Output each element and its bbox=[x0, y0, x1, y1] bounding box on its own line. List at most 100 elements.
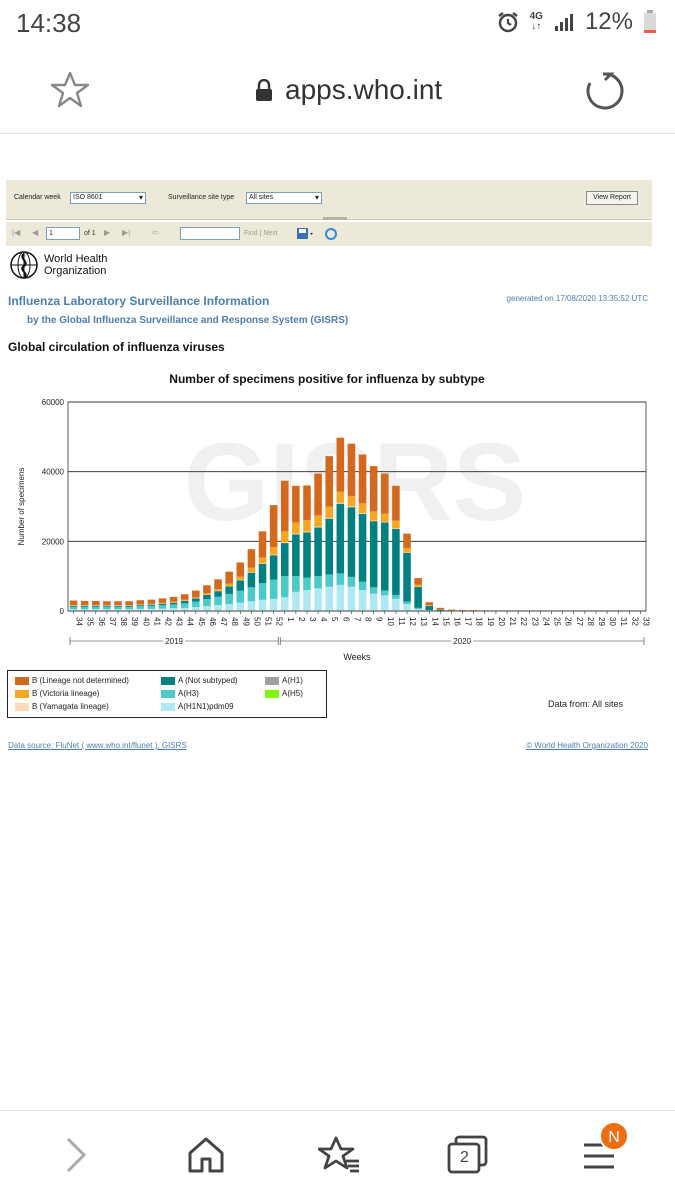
bar-segment bbox=[414, 578, 422, 585]
x-tick-label: 14 bbox=[430, 617, 439, 626]
bar-segment bbox=[269, 598, 278, 611]
bookmarks-icon[interactable] bbox=[318, 1135, 360, 1175]
bar-segment bbox=[158, 608, 167, 611]
bar-segment bbox=[180, 594, 189, 600]
legend-item: A(H5) bbox=[265, 689, 303, 698]
legend-item: A (Not subtyped) bbox=[161, 676, 238, 685]
lock-icon bbox=[256, 79, 272, 101]
bar-segment bbox=[325, 586, 333, 611]
reload-icon[interactable] bbox=[584, 70, 626, 112]
legend-label: B (Lineage not determined) bbox=[32, 676, 129, 685]
x-tick-label: 10 bbox=[386, 617, 395, 626]
x-tick-label: 35 bbox=[86, 617, 95, 626]
legend-swatch bbox=[265, 676, 279, 685]
browser-bottom-nav: 2 bbox=[0, 1110, 675, 1200]
back-to-parent-icon[interactable]: ⇦ bbox=[152, 228, 159, 237]
bar-segment bbox=[214, 579, 222, 590]
x-tick-label: 3 bbox=[308, 617, 317, 622]
page-number-input[interactable]: 1 bbox=[46, 227, 80, 240]
bar-segment bbox=[136, 608, 145, 611]
legend-item: B (Yamagata lineage) bbox=[15, 702, 109, 711]
bar-segment bbox=[247, 549, 256, 568]
bar-segment bbox=[69, 605, 78, 607]
legend-item: A(H3) bbox=[161, 689, 199, 698]
calendar-week-value: ISO 8601 bbox=[73, 194, 103, 201]
bar-segment bbox=[336, 503, 345, 574]
bar-segment bbox=[114, 606, 122, 610]
y-tick-label: 20000 bbox=[42, 537, 65, 546]
bookmark-star-icon[interactable] bbox=[50, 70, 90, 110]
bar-segment bbox=[158, 603, 167, 606]
calendar-week-select[interactable]: ISO 8601 bbox=[70, 192, 146, 204]
bar-segment bbox=[336, 437, 345, 492]
tabs-icon[interactable] bbox=[446, 1135, 490, 1175]
address-bar: apps.who.int bbox=[0, 48, 675, 134]
legend-swatch bbox=[161, 689, 175, 698]
tab-count: 2 bbox=[460, 1149, 469, 1166]
bar-segment bbox=[325, 517, 333, 519]
bar-segment bbox=[280, 543, 289, 577]
export-icon[interactable] bbox=[296, 227, 314, 241]
bar-segment bbox=[269, 554, 278, 556]
prev-page-icon[interactable]: ◀ bbox=[32, 228, 39, 237]
site-type-select[interactable]: All sites bbox=[246, 192, 322, 204]
bar-segment bbox=[247, 601, 256, 611]
bar-segment bbox=[169, 596, 178, 602]
bar-segment bbox=[336, 584, 345, 611]
bar-segment bbox=[192, 601, 200, 608]
legend-label: B (Yamagata lineage) bbox=[32, 702, 109, 711]
bar-segment bbox=[358, 503, 367, 514]
refresh-report-icon[interactable] bbox=[324, 227, 338, 241]
bar-segment bbox=[180, 603, 189, 608]
forward-icon[interactable] bbox=[62, 1135, 90, 1175]
generated-timestamp: generated on 17/08/2020 13:35:52 UTC bbox=[506, 294, 648, 303]
bar-segment bbox=[303, 590, 311, 611]
view-report-button[interactable]: View Report bbox=[585, 191, 638, 205]
bar-segment bbox=[236, 576, 245, 580]
bar-segment bbox=[269, 505, 278, 547]
bar-segment bbox=[392, 528, 400, 529]
data-source-link[interactable]: Data source: FluNet ( www.who.int/flunet… bbox=[8, 741, 187, 750]
bar-segment bbox=[303, 531, 311, 533]
find-text-input[interactable] bbox=[180, 227, 240, 240]
bar-segment bbox=[236, 602, 245, 611]
bar-segment bbox=[258, 583, 267, 600]
toolbar-collapse-handle[interactable] bbox=[323, 217, 347, 220]
bar-segment bbox=[225, 604, 233, 611]
bar-segment bbox=[136, 600, 145, 605]
bar-segment bbox=[247, 587, 256, 602]
bar-segment bbox=[269, 546, 278, 555]
bar-segment bbox=[258, 531, 267, 558]
last-page-icon[interactable]: ▶| bbox=[122, 228, 131, 237]
x-tick-label: 26 bbox=[564, 617, 573, 626]
status-icons: 4G ↓↑ 12% bbox=[496, 8, 657, 36]
x-tick-label: 9 bbox=[375, 617, 384, 622]
bar-segment bbox=[158, 605, 167, 609]
legend-item: A(H1N1)pdm09 bbox=[161, 702, 234, 711]
x-tick-label: 6 bbox=[341, 617, 350, 622]
bar-segment bbox=[269, 579, 278, 599]
url-field[interactable]: apps.who.int bbox=[255, 74, 442, 106]
bar-segment bbox=[147, 608, 156, 611]
data-from-note: Data from: All sites bbox=[548, 699, 624, 709]
x-tick-label: 43 bbox=[175, 617, 184, 626]
bar-segment bbox=[436, 609, 445, 611]
bar-segment bbox=[103, 605, 111, 606]
bar-segment bbox=[369, 466, 378, 512]
home-icon[interactable] bbox=[186, 1135, 226, 1175]
influenza-subtype-chart: GISRS Number of specimens positive for i… bbox=[17, 372, 650, 662]
bar-segment bbox=[192, 607, 200, 611]
first-page-icon[interactable]: |◀ bbox=[12, 228, 21, 237]
signal-icon bbox=[554, 14, 573, 31]
next-page-icon[interactable]: ▶ bbox=[104, 228, 111, 237]
x-tick-label: 1 bbox=[286, 617, 295, 622]
find-next-link[interactable]: Find | Next bbox=[244, 230, 278, 237]
bar-segment bbox=[347, 506, 356, 508]
legend-swatch bbox=[15, 689, 29, 698]
x-tick-label: 32 bbox=[630, 617, 639, 626]
legend-item: B (Victoria lineage) bbox=[15, 689, 99, 698]
bar-segment bbox=[358, 590, 367, 611]
y-tick-label: 0 bbox=[60, 607, 65, 616]
bar-segment bbox=[103, 606, 111, 610]
copyright-link[interactable]: © World Health Organization 2020 bbox=[526, 741, 648, 750]
